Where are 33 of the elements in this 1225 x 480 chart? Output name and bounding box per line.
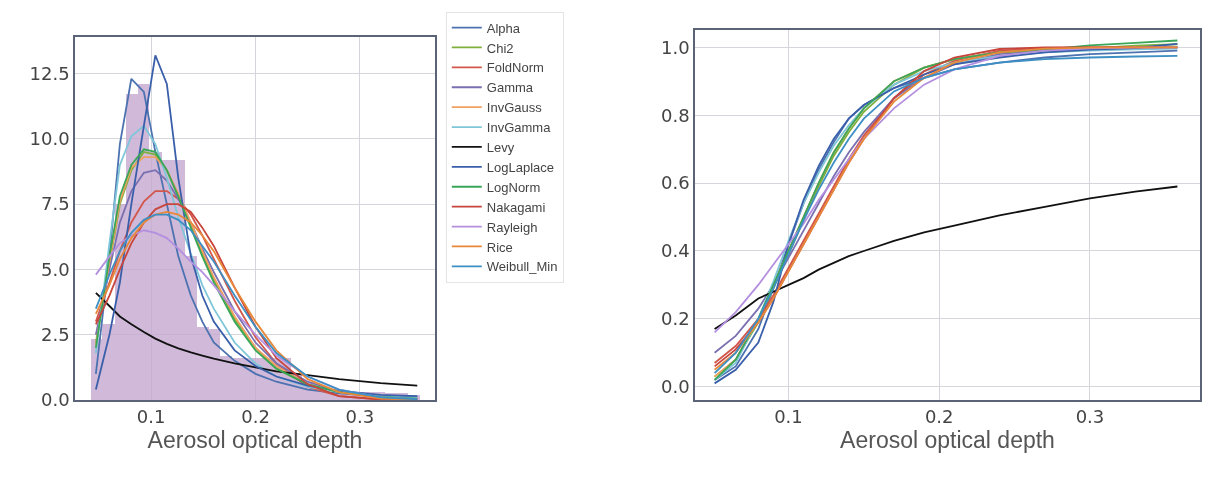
- x-tick-label: 0.3: [345, 406, 375, 428]
- legend-label: InvGamma: [486, 120, 552, 136]
- legend-label: LogLaplace: [486, 159, 555, 175]
- legend-label: Chi2: [486, 40, 514, 56]
- y-tick-label: 0.6: [661, 172, 690, 194]
- y-tick-label: 0.4: [661, 240, 690, 262]
- y-tick-label: 0.8: [661, 104, 690, 126]
- legend-label: Levy: [486, 140, 515, 156]
- legend-label: Rayleigh: [486, 219, 538, 235]
- y-tick-label: 1.0: [661, 36, 690, 58]
- y-tick-label: 10.0: [29, 128, 70, 150]
- x-tick-label: 0.2: [924, 406, 954, 428]
- y-tick-label: 2.5: [41, 324, 70, 346]
- y-tick-label: 12.5: [29, 62, 70, 84]
- y-tick-label: 0.0: [661, 376, 690, 398]
- x-tick-label: 0.2: [241, 406, 270, 428]
- legend-label: Rice: [486, 239, 513, 255]
- legend-label: Gamma: [486, 80, 534, 96]
- legend-label: InvGauss: [486, 100, 543, 116]
- y-tick-label: 7.5: [41, 193, 70, 215]
- x-tick-label: 0.3: [1075, 406, 1105, 428]
- legend-label: Alpha: [486, 20, 521, 36]
- legend-label: Nakagami: [486, 199, 546, 215]
- x-axis-title: Aerosol optical depth: [147, 427, 363, 454]
- legend-label: FoldNorm: [486, 60, 544, 76]
- legend-label: LogNorm: [486, 179, 541, 195]
- legend-label: Weibull_Min: [486, 259, 558, 275]
- y-tick-label: 5.0: [41, 258, 70, 280]
- y-tick-label: 0.2: [661, 308, 690, 330]
- y-tick-label: 0.0: [41, 389, 70, 411]
- x-tick-label: 0.1: [774, 406, 803, 428]
- x-axis-title: Aerosol optical depth: [840, 427, 1055, 454]
- x-tick-label: 0.1: [136, 406, 166, 428]
